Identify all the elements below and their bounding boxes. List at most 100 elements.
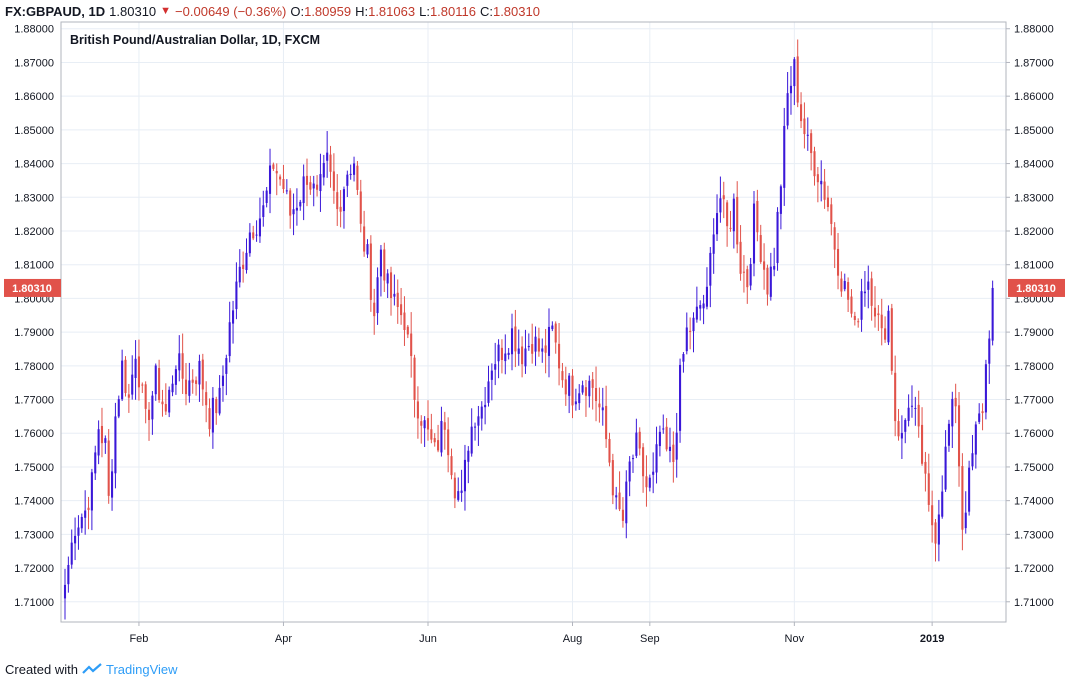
candle-down xyxy=(726,202,729,227)
y-tick-label-right: 1.71000 xyxy=(1014,597,1054,609)
candle-down xyxy=(181,353,184,379)
candle-down xyxy=(813,151,816,177)
price-axis-left[interactable]: 1.71000 1.72000 1.73000 1.74000 1.75000 1.760… xyxy=(14,24,54,609)
candle-down xyxy=(584,387,587,396)
candle-up xyxy=(178,353,181,371)
candle-up xyxy=(631,458,635,460)
candle-down xyxy=(917,404,920,427)
candle-down xyxy=(924,461,927,474)
candle-up xyxy=(578,393,581,404)
candle-up xyxy=(342,189,346,212)
candle-down xyxy=(931,505,934,526)
candle-down xyxy=(642,447,645,477)
candle-down xyxy=(611,460,614,496)
candle-down xyxy=(141,384,144,386)
y-tick-label-right: 1.74000 xyxy=(1014,496,1054,508)
tradingview-brand[interactable]: TradingView xyxy=(105,661,178,677)
candle-up xyxy=(168,389,171,413)
candle-down xyxy=(100,425,104,444)
candle-down xyxy=(215,399,218,414)
price-axis-right[interactable]: 1.71000 1.72000 1.73000 1.74000 1.75000 1.760… xyxy=(1006,24,1054,609)
close-label: C: xyxy=(479,3,493,19)
candle-up xyxy=(235,281,238,310)
candle-down xyxy=(836,248,840,276)
candle-up xyxy=(111,471,114,498)
y-tick-label-right: 1.82000 xyxy=(1014,226,1054,238)
candle-up xyxy=(188,380,191,396)
y-tick-label-right: 1.83000 xyxy=(1014,192,1054,204)
tradingview-logo-icon xyxy=(82,663,102,674)
candle-up xyxy=(900,432,903,439)
candle-down xyxy=(316,184,319,190)
candle-up xyxy=(262,205,265,217)
candle-up xyxy=(114,416,117,474)
candle-down xyxy=(890,308,893,371)
candle-down xyxy=(722,195,725,200)
candle-down xyxy=(403,312,406,331)
candle-up xyxy=(255,234,258,236)
candle-up xyxy=(793,59,796,87)
candle-down xyxy=(137,356,140,388)
x-tick-label: Nov xyxy=(785,633,805,645)
candle-up xyxy=(84,510,87,518)
price-change: −0.00649 (−0.36%) xyxy=(175,3,287,19)
close-value: 1.80310 xyxy=(492,3,540,19)
candle-up xyxy=(487,381,490,403)
y-tick-label-left: 1.78000 xyxy=(14,361,54,373)
footer: Created with TradingView xyxy=(5,659,178,679)
candle-down xyxy=(826,197,829,207)
candle-down xyxy=(205,392,208,406)
candle-down xyxy=(242,264,245,269)
x-tick-label: Jun xyxy=(419,633,437,645)
candle-up xyxy=(490,370,493,380)
created-with-label: Created with xyxy=(5,661,78,677)
candle-down xyxy=(880,314,883,329)
plot-frame xyxy=(60,21,1007,623)
last-price-tag-right-text: 1.80310 xyxy=(1016,283,1056,295)
candle-up xyxy=(679,364,682,431)
candle-up xyxy=(299,201,302,207)
candle-up xyxy=(322,162,325,178)
candle-up xyxy=(154,365,157,395)
candle-down xyxy=(279,176,282,180)
candle-up xyxy=(776,211,779,264)
candle-down xyxy=(87,507,90,511)
candles xyxy=(63,39,994,620)
candle-up xyxy=(709,252,712,286)
y-tick-label-left: 1.86000 xyxy=(14,91,54,103)
candle-down xyxy=(894,372,897,422)
candle-up xyxy=(914,408,917,410)
candle-down xyxy=(598,403,601,408)
candle-up xyxy=(937,514,940,545)
candle-up xyxy=(121,360,124,400)
candle-down xyxy=(796,56,799,103)
candle-down xyxy=(608,438,611,463)
candle-up xyxy=(887,310,890,343)
candle-up xyxy=(951,398,954,427)
candle-up xyxy=(497,344,500,362)
candle-up xyxy=(319,174,322,192)
symbol-name[interactable]: FX:GBPAUD, 1D xyxy=(5,3,106,19)
y-tick-label-right: 1.85000 xyxy=(1014,125,1054,137)
candle-down xyxy=(823,181,826,200)
candlestick-chart[interactable]: British Pound/Australian Dollar, 1D, FXC… xyxy=(0,0,1067,660)
x-tick-label: Aug xyxy=(563,633,583,645)
candle-up xyxy=(662,428,665,430)
candle-up xyxy=(504,353,507,362)
candle-down xyxy=(531,344,534,354)
candle-up xyxy=(393,293,396,297)
x-tick-label: Feb xyxy=(129,633,148,645)
candle-up xyxy=(615,495,618,498)
candle-up xyxy=(769,266,772,297)
candle-up xyxy=(779,186,782,214)
candle-up xyxy=(232,310,235,324)
time-axis[interactable]: Feb Apr Jun Aug Sep Nov 2019 xyxy=(129,622,944,645)
candle-down xyxy=(275,171,278,174)
candle-up xyxy=(749,264,752,286)
y-tick-label-left: 1.76000 xyxy=(14,428,54,440)
candle-down xyxy=(571,375,574,406)
candle-up xyxy=(510,328,514,355)
y-tick-label-right: 1.79000 xyxy=(1014,327,1054,339)
candle-down xyxy=(400,304,403,316)
candle-down xyxy=(934,522,937,544)
